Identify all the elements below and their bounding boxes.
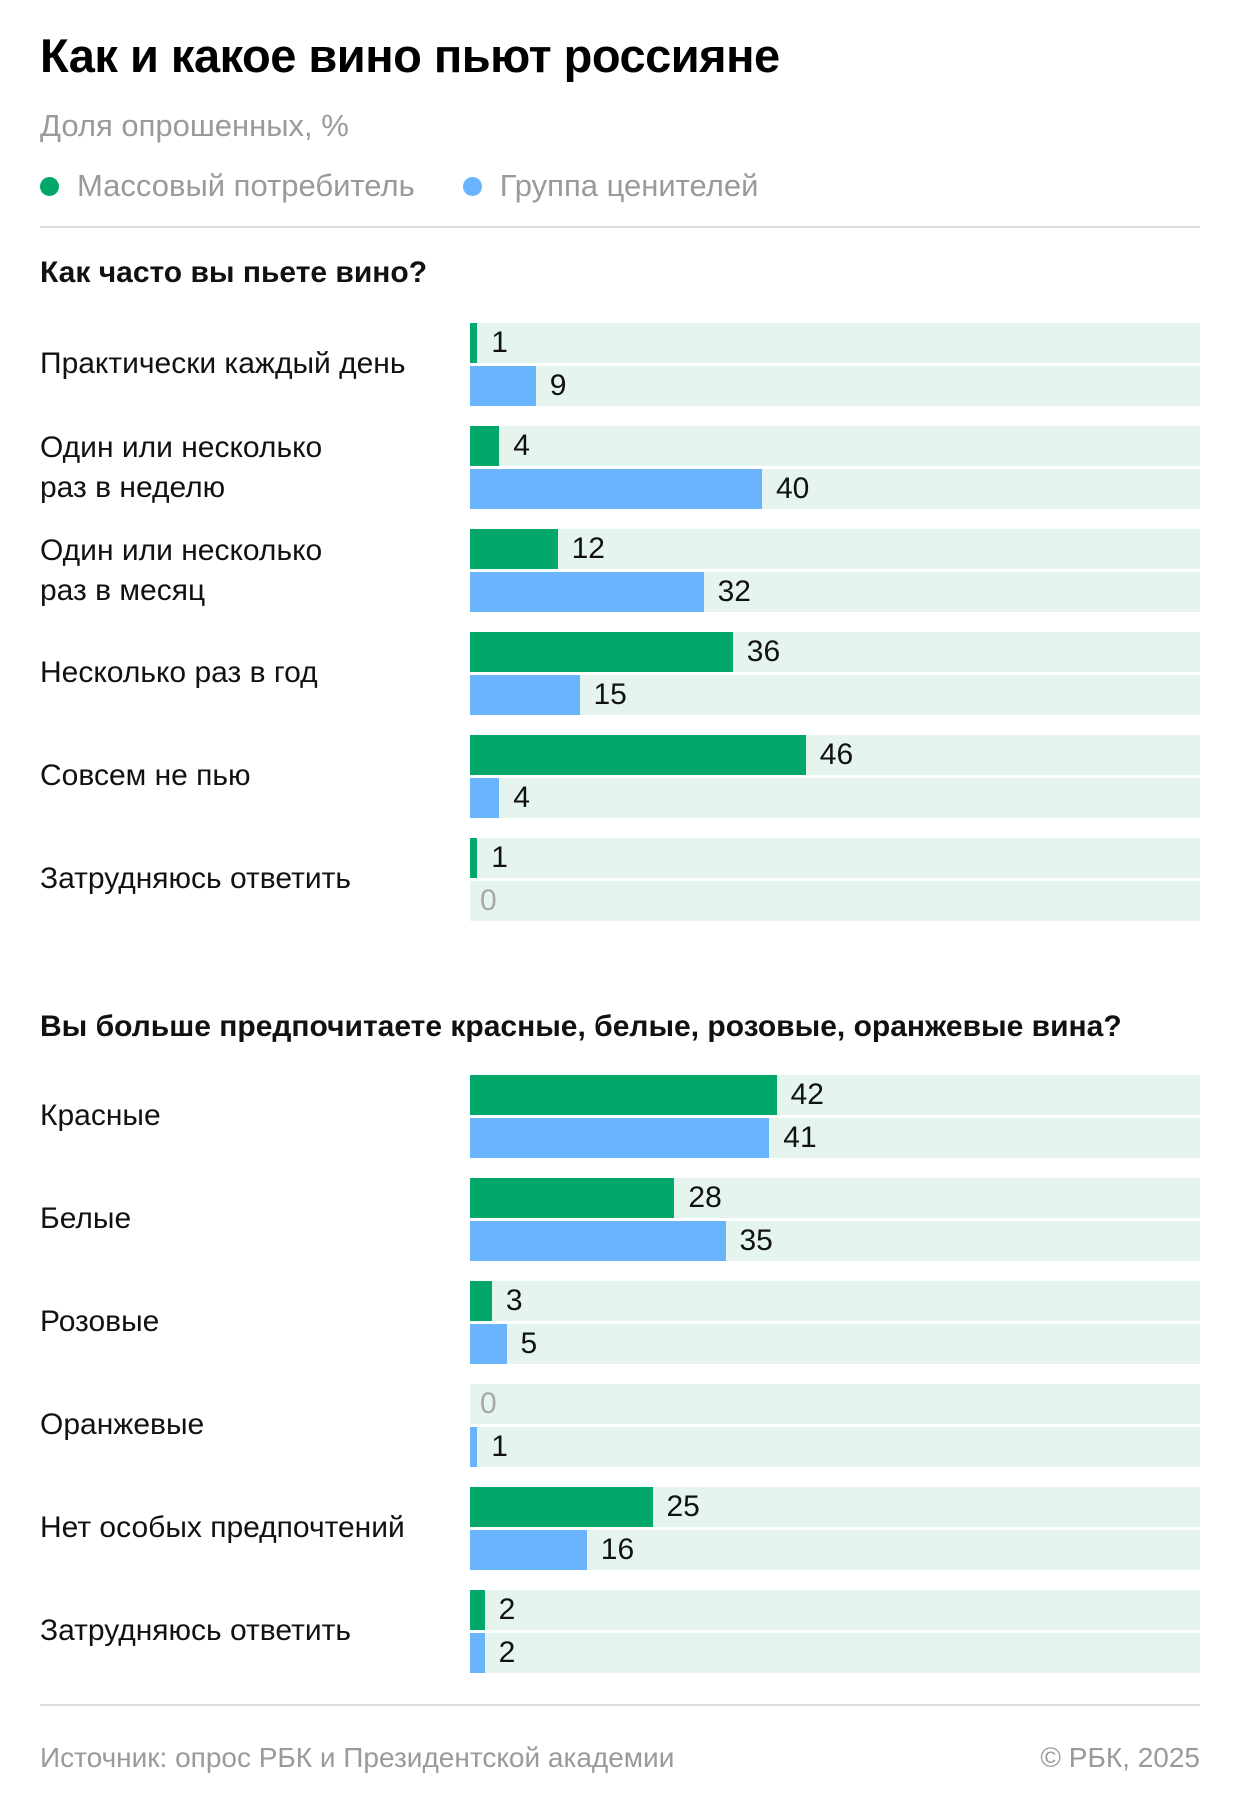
bar-track — [470, 1281, 1200, 1321]
category-label: Совсем не пью — [40, 759, 251, 792]
bar-track — [470, 1530, 1200, 1570]
section-title: Как часто вы пьете вино? — [40, 256, 428, 289]
legend-label: Массовый потребитель — [77, 168, 415, 203]
bar-connoisseurs — [470, 1427, 478, 1467]
category-label: Затрудняюсь ответить — [40, 862, 351, 895]
bar-track — [470, 1384, 1200, 1424]
legend-dot-green-icon — [40, 176, 59, 196]
data-label: 2 — [498, 1636, 516, 1669]
bar-track — [470, 529, 1200, 569]
bar-connoisseurs — [470, 469, 762, 509]
legend-item-connoisseurs: Группа ценителей — [462, 168, 759, 204]
category-label: Нет особых предпочтений — [40, 1511, 405, 1544]
data-label: 42 — [790, 1078, 824, 1111]
bar-track — [470, 881, 1200, 921]
data-label: 1 — [491, 1430, 508, 1463]
category-label: Практически каждый день — [40, 347, 406, 380]
bar-mass-consumer — [470, 1178, 675, 1218]
bar-connoisseurs — [470, 675, 580, 715]
data-label: 9 — [549, 369, 567, 402]
bar-track — [470, 838, 1200, 878]
divider-top — [40, 226, 1200, 228]
bar-mass-consumer — [470, 838, 478, 878]
bar-track — [470, 675, 1200, 715]
bar-mass-consumer — [470, 1075, 777, 1115]
data-label: 4 — [513, 429, 530, 462]
source-note: Источник: опрос РБК и Президентской акад… — [40, 1742, 675, 1773]
data-label: 12 — [571, 532, 605, 565]
data-label: 2 — [498, 1593, 516, 1626]
section-title: Вы больше предпочитаете красные, белые, … — [40, 1010, 1122, 1043]
data-label: 25 — [666, 1490, 700, 1523]
category-label: Несколько раз в год — [40, 656, 318, 689]
category-label: Один или несколько раз в месяц — [40, 534, 323, 607]
data-label: 3 — [505, 1284, 523, 1317]
data-label: 1 — [491, 326, 508, 359]
bar-mass-consumer — [470, 1487, 653, 1527]
data-label: 40 — [776, 472, 810, 505]
bar-track — [470, 366, 1200, 406]
data-label: 16 — [600, 1533, 635, 1566]
bar-track — [470, 1633, 1200, 1673]
bar-track — [470, 1324, 1200, 1364]
bar-connoisseurs — [470, 572, 704, 612]
data-label: 4 — [513, 781, 530, 814]
data-label: 15 — [593, 678, 627, 711]
category-label: Розовые — [40, 1305, 160, 1338]
data-label: 28 — [688, 1181, 722, 1214]
copyright: © РБК, 2025 — [1040, 1742, 1200, 1773]
data-label: 5 — [520, 1327, 538, 1360]
data-label: 41 — [783, 1121, 817, 1154]
bar-track — [470, 778, 1200, 818]
bar-mass-consumer — [470, 1281, 492, 1321]
bar-connoisseurs — [470, 366, 536, 406]
bar-mass-consumer — [470, 323, 478, 363]
data-label: 32 — [717, 575, 751, 608]
bar-track — [470, 1590, 1200, 1630]
bar-track — [470, 1427, 1200, 1467]
category-label: Затрудняюсь ответить — [40, 1614, 351, 1647]
bar-connoisseurs — [470, 778, 500, 818]
category-label: Один или несколько раз в неделю — [40, 431, 323, 504]
bar-mass-consumer — [470, 1590, 485, 1630]
bar-connoisseurs — [470, 1324, 507, 1364]
bar-mass-consumer — [470, 426, 500, 466]
legend-item-mass-consumer: Массовый потребитель — [40, 168, 415, 204]
legend-dot-blue-icon — [462, 176, 482, 196]
legend: Массовый потребитель Группа ценителей — [40, 166, 806, 206]
data-label: 46 — [819, 738, 854, 771]
bar-connoisseurs — [470, 1221, 726, 1261]
data-label: 35 — [739, 1224, 773, 1257]
category-label: Красные — [40, 1099, 161, 1132]
bar-track — [470, 323, 1200, 363]
data-label: 1 — [491, 841, 508, 874]
bar-connoisseurs — [470, 1530, 587, 1570]
divider-bottom — [40, 1704, 1200, 1706]
bar-mass-consumer — [470, 529, 558, 569]
category-label: Белые — [40, 1202, 132, 1235]
chart-subtitle: Доля опрошенных, % — [40, 108, 349, 143]
bar-connoisseurs — [470, 1118, 770, 1158]
chart-title: Как и какое вино пьют россияне — [40, 29, 780, 82]
data-label: 0 — [480, 884, 497, 917]
data-label: 36 — [746, 635, 781, 668]
data-label: 0 — [480, 1387, 497, 1420]
bar-mass-consumer — [470, 735, 806, 775]
bar-track — [470, 426, 1200, 466]
bar-mass-consumer — [470, 632, 733, 672]
category-label: Оранжевые — [40, 1408, 205, 1441]
legend-label: Группа ценителей — [499, 168, 759, 203]
bar-connoisseurs — [470, 1633, 485, 1673]
